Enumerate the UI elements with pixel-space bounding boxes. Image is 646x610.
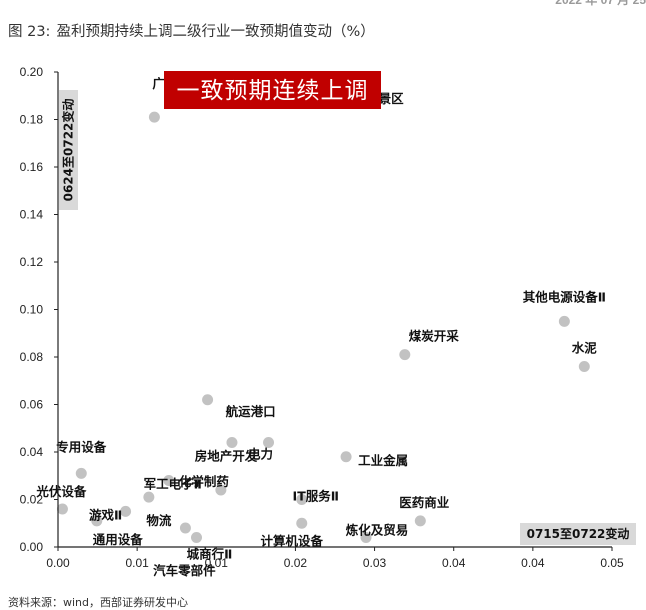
y-axis-label: 0624至0722变动: [59, 90, 78, 210]
y-axis-label-bg: [59, 90, 78, 210]
point-label: 计算机设备: [261, 533, 324, 548]
y-tick-label: 0.10: [20, 303, 44, 317]
point-label: 军工电子Ⅱ: [144, 477, 202, 492]
y-tick-label: 0.00: [20, 540, 44, 554]
banner-bg: [164, 71, 381, 109]
x-tick-label: 0.04: [442, 556, 466, 570]
point-label: 游戏Ⅱ: [89, 507, 122, 522]
x-axis-label: 0715至0722变动: [520, 523, 636, 545]
point-label: 光伏设备: [35, 484, 87, 499]
point-label: 通用设备: [93, 532, 144, 547]
y-axis-ticks: 0.00 0.02 0.04 0.06 0.08 0.10 0.12 0.14 0.16 0.18…: [20, 65, 58, 554]
point-label: 电力: [248, 447, 273, 462]
data-point: [215, 484, 227, 496]
y-tick-label: 0.18: [20, 113, 44, 127]
x-tick-label: 0.02: [284, 556, 308, 570]
y-axis-label-text: 0624至0722变动: [61, 99, 76, 202]
x-tick-label: 0.04: [521, 556, 545, 570]
data-point: [558, 315, 570, 327]
data-points: [56, 85, 590, 543]
point-label: 其他电源设备Ⅱ: [523, 289, 606, 304]
point-label: 汽车零部件: [153, 563, 216, 578]
point-label: IT服务Ⅱ: [293, 489, 339, 504]
data-point: [56, 503, 68, 515]
data-point: [578, 361, 590, 372]
y-tick-label: 0.14: [20, 208, 44, 222]
data-point: [191, 532, 202, 543]
y-tick-label: 0.02: [20, 493, 44, 507]
point-label: 房地产开发: [195, 449, 258, 464]
figure-number: 图 23:: [8, 24, 51, 40]
data-point: [226, 437, 238, 448]
x-tick-label: 0.01: [125, 556, 149, 570]
data-point: [120, 505, 132, 517]
x-tick-label: 0.05: [600, 556, 624, 570]
data-point: [414, 515, 426, 527]
report-date: 2022 年 07 月 25: [555, 0, 646, 7]
data-point: [75, 467, 87, 479]
data-point: [263, 437, 275, 448]
data-point: [202, 394, 214, 406]
data-point: [296, 494, 308, 505]
data-point: [179, 522, 191, 534]
x-tick-label: 0.03: [363, 556, 387, 570]
figure-title-text: 盈利预期持续上调二级行业一致预期值变动（%）: [56, 24, 375, 40]
x-axis-label-text: 0715至0722变动: [527, 526, 630, 541]
point-label: 水泥: [572, 341, 598, 356]
x-axis-ticks: 0.00 0.01 0.01 0.02 0.03 0.04 0.04 0.05: [46, 547, 624, 570]
point-label: 煤炭开采: [409, 329, 460, 344]
y-tick-label: 0.04: [20, 445, 44, 459]
x-tick-label: 0.01: [205, 556, 229, 570]
data-point: [399, 349, 411, 361]
y-tick-label: 0.06: [20, 398, 44, 412]
data-point: [163, 475, 175, 486]
point-label: 化学制药: [179, 474, 230, 489]
data-point: [360, 532, 372, 543]
point-label: 物流: [146, 513, 172, 528]
point-label: 工业金属: [358, 453, 408, 468]
point-label: 航运港口: [226, 404, 276, 419]
y-tick-label: 0.08: [20, 350, 44, 364]
banner-text: 一致预期连续上调: [177, 78, 369, 104]
x-axis-label-bg: [520, 523, 636, 545]
data-point: [148, 111, 160, 123]
y-tick-label: 0.16: [20, 160, 44, 174]
data-point: [143, 491, 155, 503]
figure-title: 图 23: 盈利预期持续上调二级行业一致预期值变动（%）: [8, 20, 375, 41]
data-point: [340, 451, 352, 463]
point-label: 专用设备: [56, 439, 107, 454]
data-point: [296, 517, 308, 529]
point-labels: 广告营销旅游及景区其他电源设备Ⅱ煤炭开采水泥航运港口房地产开发电力专用设备军工电…: [35, 76, 606, 578]
banner: 一致预期连续上调: [164, 71, 381, 109]
point-label: 炼化及贸易: [346, 523, 409, 538]
point-label: 医药商业: [399, 495, 450, 510]
x-tick-label: 0.00: [46, 556, 70, 570]
y-tick-label: 0.20: [20, 65, 44, 79]
y-tick-label: 0.12: [20, 255, 44, 269]
point-label: 城商行Ⅱ: [187, 547, 233, 562]
source-note: 资料来源：wind，西部证券研发中心: [8, 596, 189, 609]
data-point: [91, 515, 103, 527]
